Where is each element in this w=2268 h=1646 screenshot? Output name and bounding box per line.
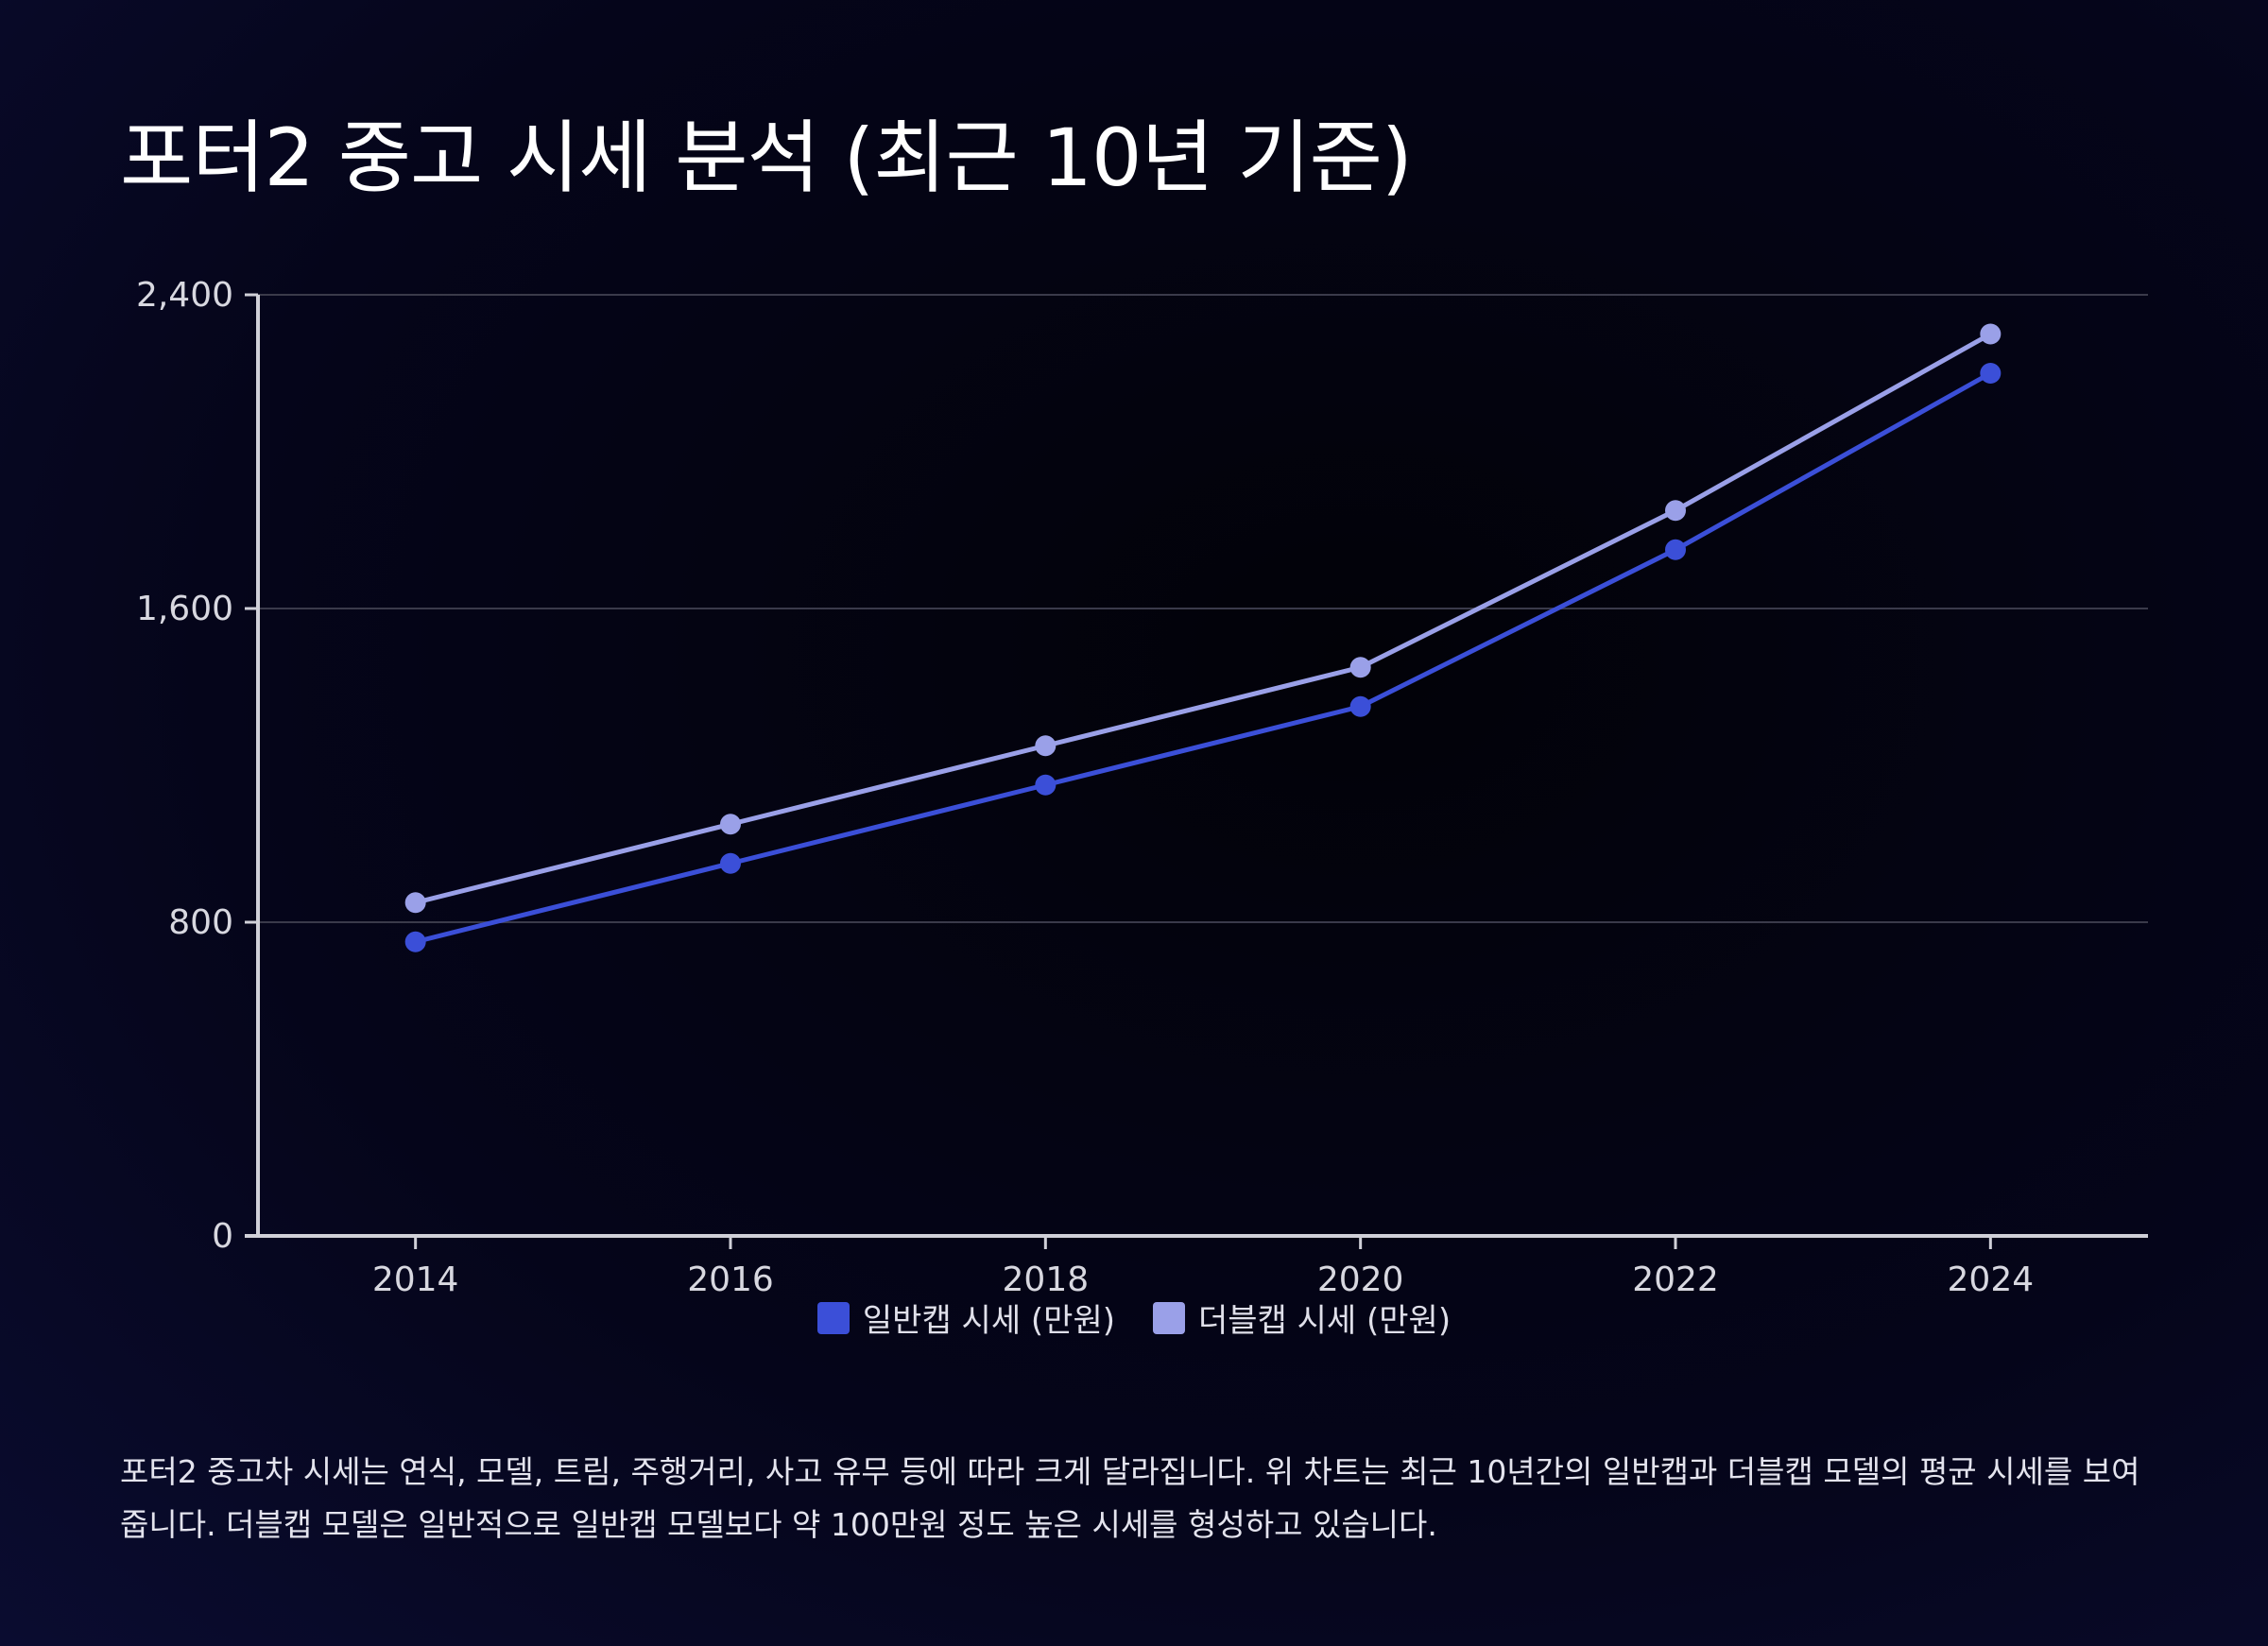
x-tick-label: 2018: [1003, 1260, 1090, 1299]
page-title: 포터2 중고 시세 분석 (최근 10년 기준): [120, 111, 1413, 204]
y-tick-label: 2,400: [136, 276, 233, 315]
data-point-0-0: [404, 931, 426, 952]
legend-item-regular-cab[interactable]: 일반캡 시세 (만원): [816, 1295, 1115, 1341]
data-point-1-3: [1349, 657, 1371, 678]
y-tick-label: 1,600: [136, 590, 233, 628]
series-layer: [404, 323, 2002, 952]
x-tick-label: 2016: [687, 1260, 774, 1299]
data-point-1-0: [404, 892, 426, 914]
x-tick-label: 2022: [1632, 1260, 1719, 1299]
series-line-0: [415, 370, 1992, 945]
grid-layer: [258, 294, 2148, 923]
x-tick-label: 2014: [372, 1260, 459, 1299]
chart-legend: 일반캡 시세 (만원) 더블캡 시세 (만원): [0, 1295, 2268, 1341]
data-point-1-4: [1665, 500, 1686, 522]
x-tick-label: 2024: [1948, 1260, 2035, 1299]
data-point-0-4: [1665, 539, 1686, 560]
data-point-0-2: [1035, 774, 1057, 796]
data-point-1-5: [1980, 323, 2002, 345]
data-point-1-1: [720, 814, 741, 835]
data-point-1-2: [1035, 735, 1057, 757]
series-line-1: [415, 332, 1992, 905]
legend-swatch: [816, 1301, 850, 1334]
legend-item-double-cab[interactable]: 더블캡 시세 (만원): [1153, 1295, 1451, 1341]
x-tick-label: 2020: [1317, 1260, 1404, 1299]
data-point-0-3: [1349, 695, 1371, 717]
y-tick-label: 800: [168, 903, 233, 942]
y-tick-label: 0: [212, 1217, 233, 1256]
data-point-0-1: [720, 852, 741, 874]
axis-layer: 0 800 1,600 2,400 2014 2016 2018 2020 2022 2024: [136, 276, 2148, 1299]
legend-swatch: [1153, 1301, 1185, 1334]
data-point-0-5: [1980, 363, 2002, 384]
legend-label: 더블캡 시세 (만원): [1198, 1302, 1452, 1340]
chart-description: 포터2 중고차 시세는 연식, 모델, 트림, 주행거리, 사고 유무 등에 따…: [120, 1453, 2140, 1543]
legend-label: 일반캡 시세 (만원): [862, 1302, 1115, 1340]
